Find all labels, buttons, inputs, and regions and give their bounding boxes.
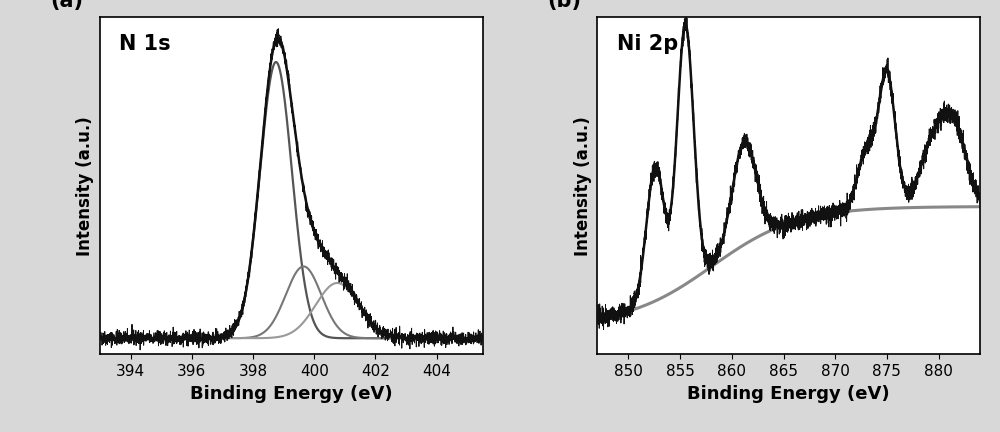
Y-axis label: Intensity (a.u.): Intensity (a.u.) [574, 116, 592, 256]
Text: (b): (b) [548, 0, 582, 10]
Y-axis label: Intensity (a.u.): Intensity (a.u.) [76, 116, 94, 256]
Text: (a): (a) [50, 0, 83, 10]
X-axis label: Binding Energy (eV): Binding Energy (eV) [687, 384, 890, 403]
Text: N 1s: N 1s [119, 34, 171, 54]
X-axis label: Binding Energy (eV): Binding Energy (eV) [190, 384, 393, 403]
Text: Ni 2p: Ni 2p [617, 34, 678, 54]
